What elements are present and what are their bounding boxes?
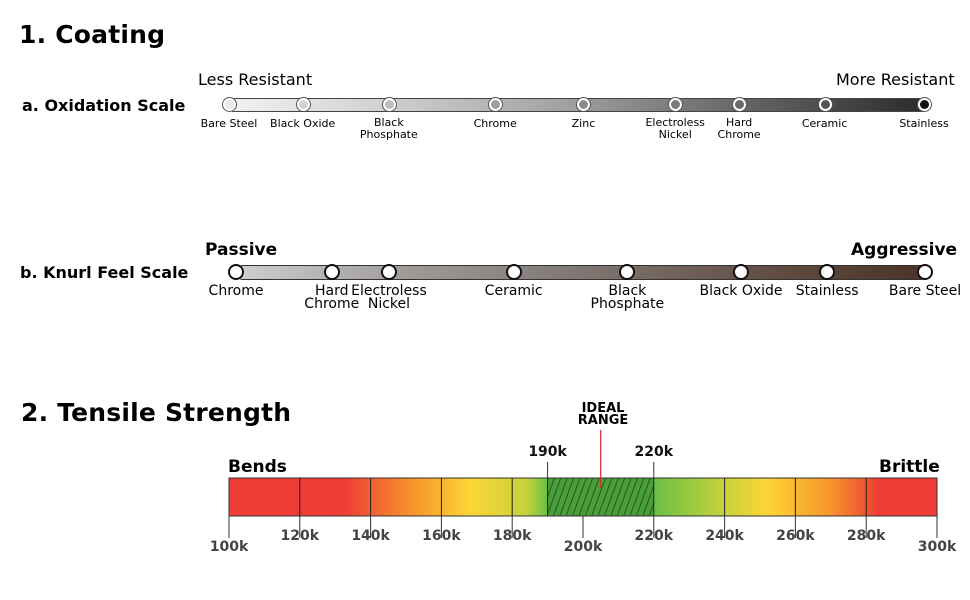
- tensile-tick-label: 100k: [209, 539, 249, 555]
- coating-title: 1. Coating: [19, 20, 166, 49]
- aggressive-label: Aggressive: [851, 240, 958, 260]
- tensile-tick-label: 200k: [563, 539, 603, 555]
- knurl-item-label: Ceramic: [484, 283, 543, 299]
- oxidation-item-label: Zinc: [571, 117, 596, 130]
- oxidation-marker: [223, 98, 236, 111]
- ideal-range-hatch: [547, 478, 654, 516]
- knurl-marker: [323, 264, 340, 280]
- oxidation-scale-label: a. Oxidation Scale: [22, 96, 186, 115]
- tensile-tick-label: 160k: [422, 528, 461, 544]
- knurl-feel-scale-label: b. Knurl Feel Scale: [20, 263, 189, 282]
- oxidation-item-label: Electroless Nickel: [645, 116, 705, 141]
- oxidation-marker: [489, 98, 503, 111]
- knurl-item-label: Stainless: [795, 283, 859, 299]
- oxidation-marker: [296, 98, 310, 111]
- tensile-strength-title: 2. Tensile Strength: [21, 398, 292, 427]
- knurl-marker: [819, 264, 836, 280]
- tensile-tick-label: 240k: [705, 528, 744, 544]
- knurl-marker: [228, 264, 244, 280]
- oxidation-item-label: Bare Steel: [200, 117, 258, 130]
- knurl-item-label: Bare Steel: [888, 283, 962, 299]
- knurl-item-label: Black Phosphate: [590, 283, 665, 312]
- brittle-label: Brittle: [879, 457, 940, 477]
- knurl-marker: [505, 264, 522, 280]
- oxidation-item-label: Stainless: [899, 117, 949, 130]
- knurl-marker: [917, 264, 933, 280]
- bends-label: Bends: [228, 457, 287, 477]
- knurl-item-label: Hard Chrome: [304, 283, 360, 312]
- oxidation-item-label: Chrome: [473, 117, 517, 130]
- more-resistant-label: More Resistant: [836, 70, 955, 89]
- tensile-bar-outline: [228, 477, 938, 517]
- tensile-tick-label: 260k: [776, 528, 815, 544]
- tensile-tick-label: 140k: [351, 528, 390, 544]
- tensile-tick-label: 120k: [280, 528, 320, 544]
- knurl-item-label: Electroless Nickel: [351, 283, 427, 312]
- ideal-range-label: IDEAL RANGE: [577, 401, 629, 428]
- tensile-tick-label: 300k: [917, 539, 957, 555]
- oxidation-marker: [918, 98, 931, 111]
- knurl-item-label: Black Oxide: [699, 283, 783, 299]
- oxidation-item-label: Hard Chrome: [717, 116, 761, 141]
- oxidation-marker: [382, 98, 396, 111]
- passive-label: Passive: [205, 240, 278, 260]
- less-resistant-label: Less Resistant: [198, 70, 313, 89]
- oxidation-item-label: Ceramic: [801, 117, 848, 130]
- oxidation-marker: [577, 98, 591, 111]
- knurl-marker: [380, 264, 397, 280]
- tensile-top-tick-label: 220k: [634, 444, 674, 460]
- knurl-item-label: Chrome: [208, 283, 264, 299]
- tensile-tick-label: 180k: [492, 528, 532, 544]
- knurl-marker: [619, 264, 636, 280]
- oxidation-item-label: Black Oxide: [270, 117, 336, 130]
- tensile-tick-label: 220k: [634, 528, 674, 544]
- oxidation-marker: [818, 98, 832, 111]
- oxidation-item-label: Black Phosphate: [359, 116, 418, 141]
- tensile-tick-label: 280k: [846, 528, 886, 544]
- tensile-top-tick-label: 190k: [528, 444, 567, 460]
- oxidation-marker: [669, 98, 683, 111]
- oxidation-marker: [733, 98, 747, 111]
- knurl-marker: [733, 264, 750, 280]
- tensile-gradient-band: [229, 478, 937, 516]
